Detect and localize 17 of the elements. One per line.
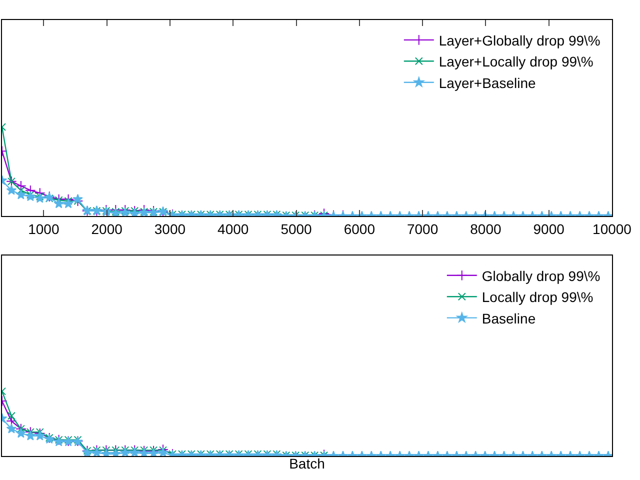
x-tick-label: 5000 xyxy=(280,221,312,237)
x-tick-label: 9000 xyxy=(533,221,565,237)
x-tick-label: 10000 xyxy=(592,221,632,237)
x-tick-label: 7000 xyxy=(406,221,438,237)
legend-label: Layer+Locally drop 99\% xyxy=(438,54,594,70)
x-tick-label: 1000 xyxy=(28,221,60,237)
x-tick-label: 2000 xyxy=(91,221,123,237)
x-axis-title: Batch xyxy=(289,455,325,472)
x-tick-label: 8000 xyxy=(470,221,502,237)
x-tick-label: 3000 xyxy=(154,221,186,237)
legend-label: Globally drop 99\% xyxy=(482,268,600,284)
legend-label: Locally drop 99\% xyxy=(482,289,594,306)
legend-label: Baseline xyxy=(482,310,536,326)
legend-label: Layer+Baseline xyxy=(438,74,536,91)
x-tick-label: 6000 xyxy=(344,221,376,237)
x-tick-label: 4000 xyxy=(218,221,249,237)
legend-label: Layer+Globally drop 99\% xyxy=(438,32,600,48)
